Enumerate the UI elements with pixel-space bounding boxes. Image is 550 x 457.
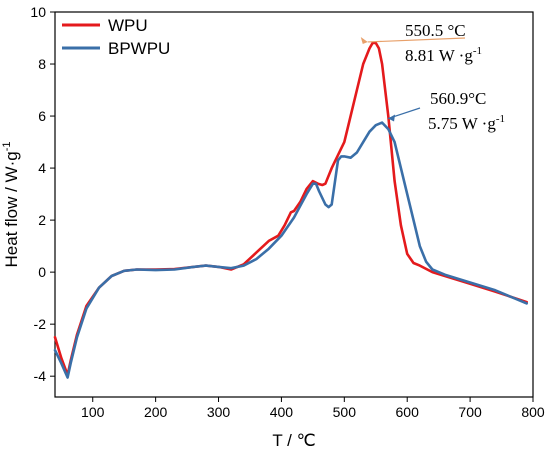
annotation-line1: 550.5 °C — [405, 21, 466, 40]
annotation-arrow — [367, 37, 466, 43]
annotation-arrowhead — [388, 114, 396, 122]
annotation-line2: 8.81 W ·g-1 — [405, 45, 482, 65]
annotation-line1: 560.9°C — [430, 89, 486, 108]
y-tick-label: 10 — [30, 4, 46, 20]
legend-item-bpwpu: BPWPU — [62, 39, 170, 58]
annotation-1: 550.5 °C 8.81 W ·g-1 — [360, 21, 482, 65]
y-axis-title: Heat flow / W·g-1 — [1, 142, 21, 268]
legend: WPU BPWPU — [62, 16, 170, 58]
y-tick-label: -4 — [34, 368, 47, 384]
x-tick-label: 700 — [458, 404, 482, 420]
plot-frame — [54, 11, 534, 398]
annotations: 550.5 °C 8.81 W ·g-1 560.9°C 5.75 W ·g-1 — [360, 21, 505, 133]
x-tick-label: 300 — [207, 404, 231, 420]
y-tick-label: 6 — [38, 108, 46, 124]
series-line-bpwpu — [53, 121, 528, 379]
y-tick-label: 4 — [38, 160, 46, 176]
annotation-2: 560.9°C 5.75 W ·g-1 — [387, 89, 505, 133]
x-tick-label: 100 — [81, 404, 105, 420]
y-tick-label: -2 — [34, 316, 47, 332]
series-layer — [53, 41, 528, 379]
x-tick-label: 500 — [333, 404, 357, 420]
x-tick-label: 400 — [270, 404, 294, 420]
annotation-line2: 5.75 W ·g-1 — [428, 113, 505, 133]
x-axis-title: T / ℃ — [272, 431, 315, 450]
x-tick-label: 800 — [521, 404, 545, 420]
axes: 100 200 300 400 500 600 700 800 -4 -2 0 2 4 6 8 10 T / ℃… — [1, 4, 545, 450]
x-tick-label: 200 — [144, 404, 168, 420]
y-tick-label: 0 — [38, 264, 46, 280]
y-tick-label: 2 — [38, 212, 46, 228]
annotation-arrowhead — [360, 36, 368, 44]
legend-label: WPU — [108, 16, 148, 35]
y-tick-label: 8 — [38, 56, 46, 72]
legend-item-wpu: WPU — [62, 16, 148, 35]
x-tick-label: 600 — [396, 404, 420, 420]
legend-label: BPWPU — [108, 39, 170, 58]
